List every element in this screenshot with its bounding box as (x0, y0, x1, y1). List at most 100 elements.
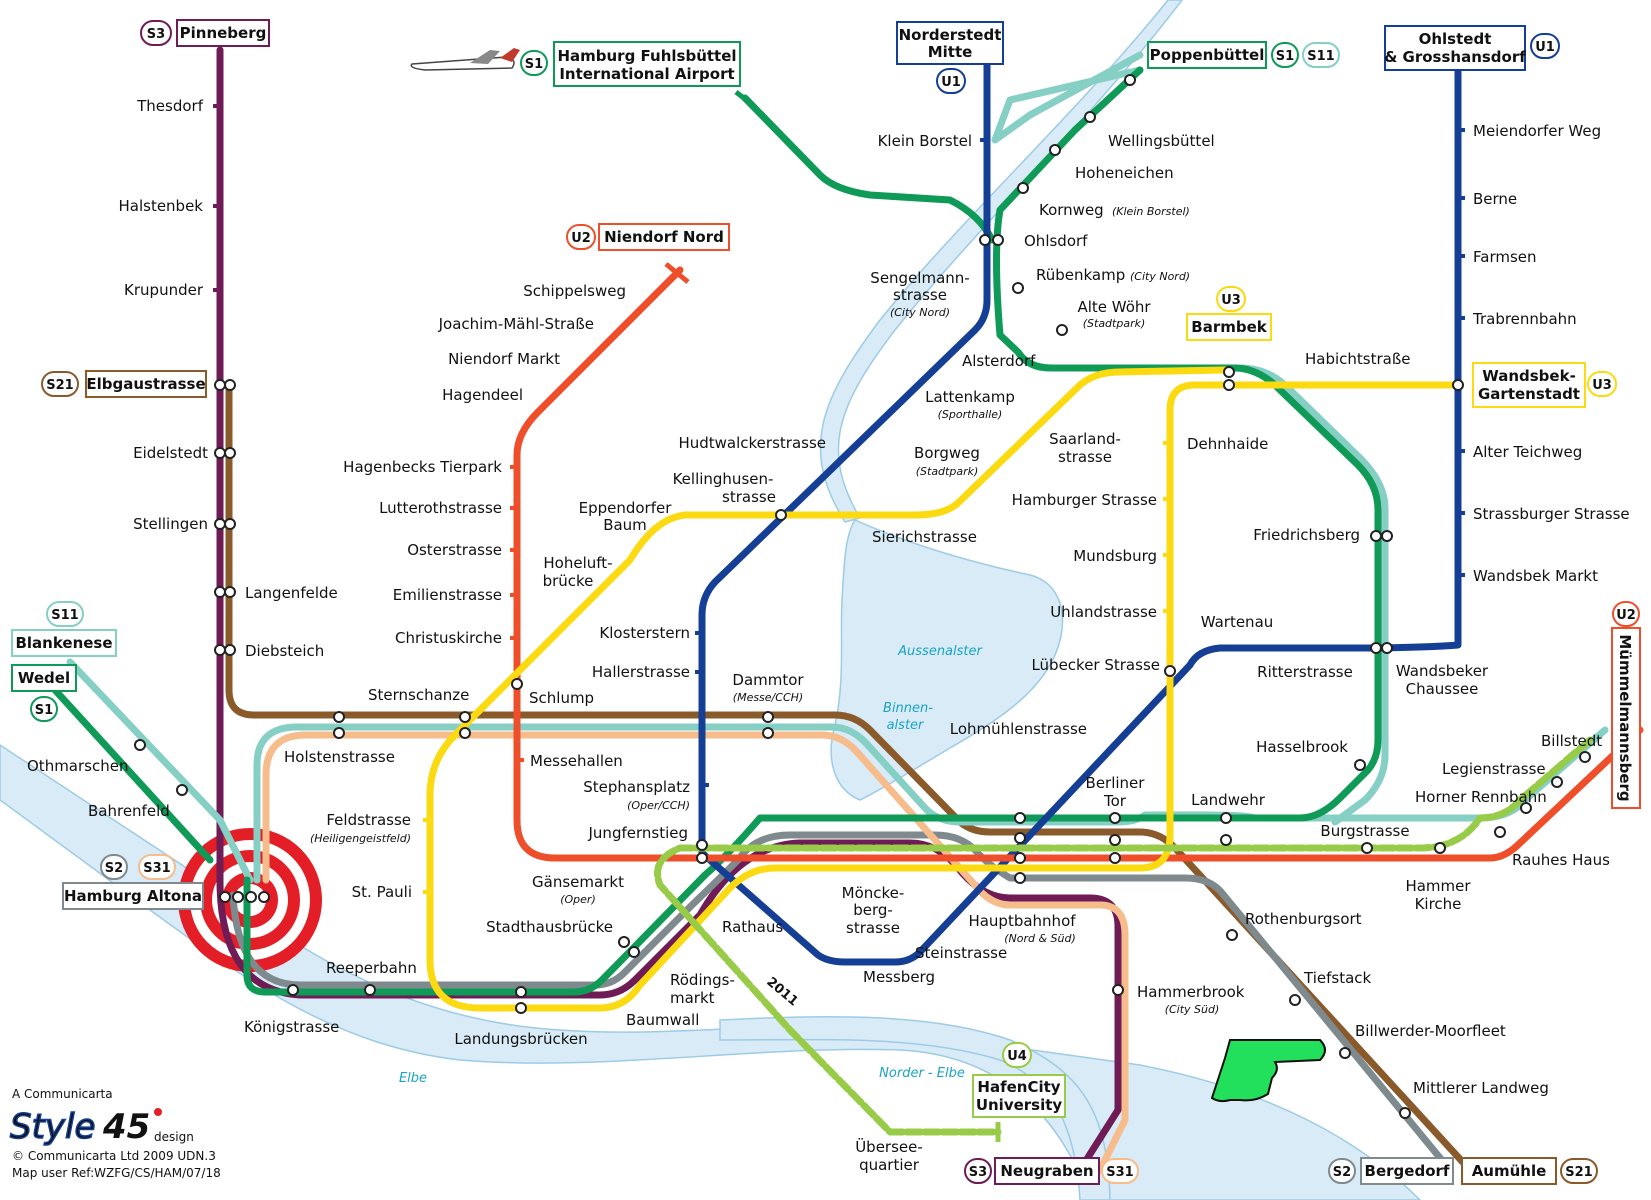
station-wandsbek-markt: Wandsbek Markt (1473, 567, 1598, 585)
stop-hammerbrook (1112, 984, 1124, 996)
stop-kellinghusen (775, 509, 787, 521)
label-elbgaustrasse: Elbgaustrasse (86, 375, 205, 393)
station-feldstrasse: Feldstrasse (326, 811, 411, 829)
credits: A Communicarta Style 45 design © Communi… (9, 1087, 221, 1180)
station-eidelstedt: Eidelstedt (133, 444, 208, 462)
station-moenckeberg-1: Möncke- (842, 884, 905, 902)
stop-stadthausbruecke-2 (628, 946, 640, 958)
stop-altona-3 (245, 891, 257, 903)
station-farmsen: Farmsen (1473, 248, 1537, 266)
stop-langenfelde (214, 586, 226, 598)
station-hasselbrook: Hasselbrook (1256, 738, 1348, 756)
stop-wandsbeker-chaussee (1370, 642, 1382, 654)
label-aussenalster: Aussenalster (897, 644, 983, 659)
station-berliner-1: Berliner (1086, 774, 1146, 792)
svg-text:S2: S2 (105, 861, 123, 876)
stop-reeperbahn-2 (364, 984, 376, 996)
station-halstenbek: Halstenbek (118, 197, 203, 215)
credit-ref: Map user Ref:WZFG/CS/HAM/07/18 (12, 1166, 221, 1180)
label-muemmelmannsberg: Mümmelmannsberg (1616, 634, 1634, 801)
box-wandsbek-gartenstadt (1472, 362, 1586, 408)
label-neugraben: Neugraben (1000, 1162, 1093, 1180)
station-sengelmann-1: Sengelmann- (870, 269, 969, 287)
stop-schanze-2 (459, 711, 471, 723)
box-wedel (11, 664, 77, 692)
stop-ohlsdorf (979, 234, 991, 246)
station-lutterothstrasse: Lutterothstrasse (379, 499, 502, 517)
box-niendorf (598, 223, 730, 251)
station-landungsbruecken: Landungsbrücken (454, 1030, 587, 1048)
stop-dammtor-2 (762, 727, 774, 739)
station-reeperbahn: Reeperbahn (326, 959, 417, 977)
box-muemmelmannsberg (1611, 627, 1641, 809)
airplane-wing (470, 50, 500, 64)
station-mittlerer: Mittlerer Landweg (1413, 1079, 1549, 1097)
station-wartenau: Wartenau (1201, 613, 1274, 631)
station-osterstrasse: Osterstrasse (407, 541, 502, 559)
stop-mittlerer (1399, 1107, 1411, 1119)
station-labels: Thesdorf Halstenbek Krupunder Eidelstedt… (27, 97, 1630, 1174)
label-altona: Hamburg Altona (64, 887, 202, 905)
station-eppendorfer-2: Baum (603, 516, 647, 534)
svg-text:S2: S2 (1333, 1165, 1351, 1180)
badge-u1-norderstedt: U1 (936, 68, 966, 94)
badge-u3-barmbek: U3 (1216, 286, 1246, 312)
stop-kornweg (1017, 182, 1029, 194)
station-gaensemarkt: Gänsemarkt (532, 873, 624, 891)
station-berne: Berne (1473, 190, 1517, 208)
logo-design: design (154, 1130, 194, 1144)
label-elbe: Elbe (399, 1071, 427, 1086)
station-dammtor-sub: (Messe/CCH) (733, 691, 803, 704)
stop-berliner-tor-3 (1109, 852, 1121, 864)
station-trabrennbahn: Trabrennbahn (1472, 310, 1577, 328)
station-klosterstern: Klosterstern (599, 624, 690, 642)
label-hafencity-1: HafenCity (977, 1078, 1060, 1096)
stop-hbf-4 (1014, 872, 1026, 884)
label-airport-1: Hamburg Fuhlsbüttel (557, 47, 736, 65)
station-alter-teichweg: Alter Teichweg (1473, 443, 1582, 461)
stop-tiefstack (1289, 994, 1301, 1006)
station-joachim: Joachim-Mähl-Straße (438, 315, 594, 333)
station-klein-borstel: Klein Borstel (878, 132, 972, 150)
station-gaensemarkt-sub: (Oper) (560, 893, 596, 906)
stop-stellingen (214, 518, 226, 530)
box-hafencity (972, 1074, 1066, 1118)
label-wedel: Wedel (18, 669, 70, 687)
station-baumwall: Baumwall (626, 1011, 699, 1029)
stop-elbgaustrasse (214, 379, 226, 391)
label-norderstedt-1: Norderstedt (899, 26, 1002, 44)
station-lattenkamp: Lattenkamp (925, 388, 1015, 406)
station-stephansplatz: Stephansplatz (583, 778, 690, 796)
station-lattenkamp-sub: (Sporthalle) (938, 408, 1003, 421)
station-messehallen: Messehallen (530, 752, 623, 770)
line-s11 (66, 51, 1609, 884)
station-hoheluft-2: brücke (543, 572, 594, 590)
station-hauptbahnhof-sub: (Nord & Süd) (1004, 932, 1076, 945)
line-s21 (225, 381, 1474, 1174)
label-ohlstedt-2: & Grosshansdorf (1384, 48, 1526, 66)
label-ohlstedt-1: Ohlstedt (1419, 30, 1492, 48)
label-niendorf: Niendorf Nord (604, 228, 724, 246)
interchange-markers (134, 74, 1591, 1119)
station-sengelmann-2: strasse (893, 286, 947, 304)
line-badges: S3 S1 U1 S1 S11 U1 U2 S21 U3 U3 S11 S1 S… (30, 20, 1640, 1184)
svg-text:S21: S21 (1565, 1165, 1592, 1180)
station-hammer-2: Kirche (1415, 895, 1462, 913)
station-berliner-2: Tor (1103, 792, 1127, 810)
station-rathaus: Rathaus (722, 918, 783, 936)
box-neugraben (994, 1157, 1100, 1185)
credit-copyright: © Communicarta Ltd 2009 UDN.3 (12, 1149, 216, 1163)
svg-text:U2: U2 (1616, 608, 1636, 623)
station-alte-woehr: Alte Wöhr (1077, 298, 1151, 316)
station-borgweg-sub: (Stadtpark) (916, 465, 979, 478)
badge-s3-neugraben: S3 (964, 1158, 992, 1184)
station-koenigstrasse: Königstrasse (244, 1018, 339, 1036)
station-sierichstrasse: Sierichstrasse (872, 528, 977, 546)
stop-friedrichsberg (1370, 530, 1382, 542)
station-messberg: Messberg (863, 968, 935, 986)
station-ruebenkamp: Rübenkamp (1036, 266, 1125, 284)
stop-hbf-3 (1014, 852, 1026, 864)
stop-elbgaustrasse-2 (224, 379, 236, 391)
station-hudtwalcker: Hudtwalckerstrasse (678, 434, 826, 452)
